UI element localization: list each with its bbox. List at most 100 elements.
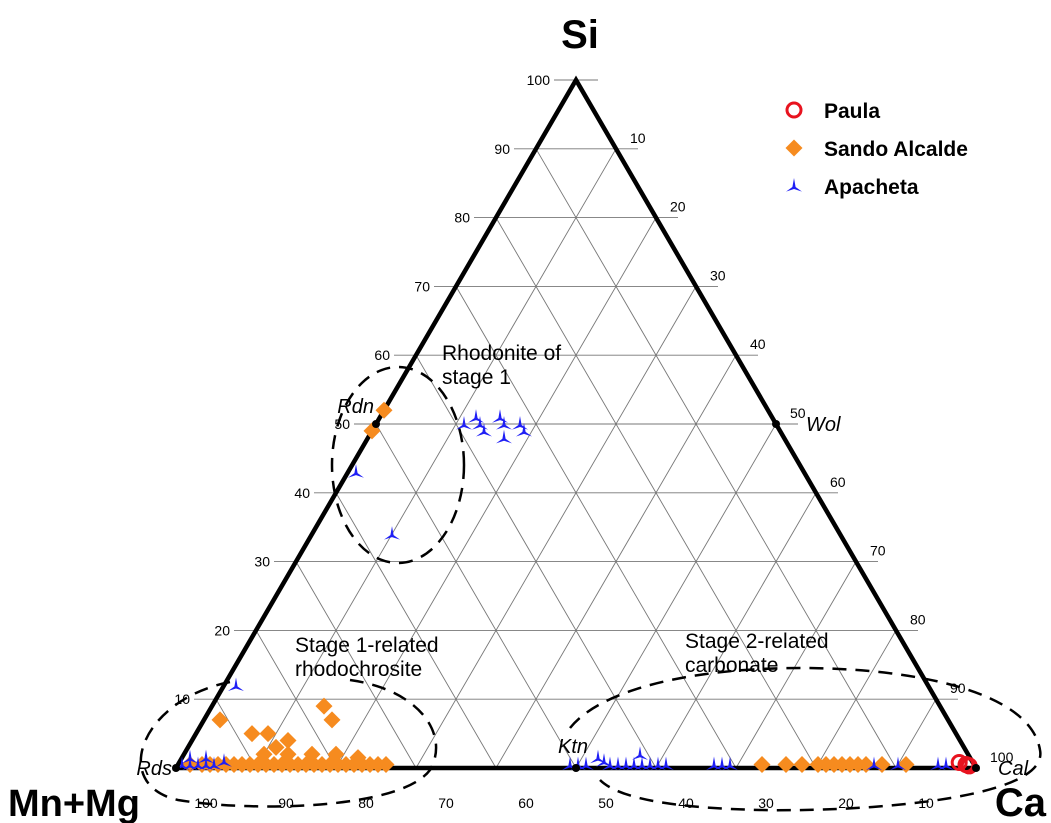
data-point xyxy=(590,749,606,764)
mineral-dot xyxy=(772,420,780,428)
vertex-label-ca: Ca xyxy=(995,781,1047,823)
grid-line-ca xyxy=(415,286,697,769)
data-point xyxy=(642,756,658,771)
mineral-label: Cal xyxy=(998,758,1029,780)
data-point xyxy=(267,738,285,756)
mineral-label: Wol xyxy=(806,414,841,436)
tick-label-ca: 70 xyxy=(870,543,886,559)
data-point xyxy=(897,756,915,774)
legend-entry: Paula xyxy=(824,100,880,123)
data-point xyxy=(793,756,811,774)
data-point xyxy=(890,756,906,771)
data-point xyxy=(279,731,297,749)
vertex-label-mn-mg: Mn+Mg xyxy=(8,783,140,823)
region-stage2 xyxy=(569,666,1042,812)
tick-label-ca: 60 xyxy=(830,474,846,490)
legend: Paula Sando Alcalde Apacheta xyxy=(785,100,968,199)
tick-label-mn: 10 xyxy=(918,795,934,811)
data-point xyxy=(323,711,341,729)
annotation-text: Stage 2-related xyxy=(685,630,829,653)
data-point xyxy=(562,756,578,771)
data-point xyxy=(303,745,321,763)
mineral-dot xyxy=(972,764,980,772)
data-point xyxy=(777,756,795,774)
data-point xyxy=(206,756,222,771)
tick-label-si: 80 xyxy=(454,210,470,226)
data-point xyxy=(327,745,345,763)
data-point xyxy=(722,756,738,771)
data-point xyxy=(950,753,968,771)
vertex-labels: Si Mn+Mg Ca xyxy=(8,13,1047,823)
legend-entry: Sando Alcalde xyxy=(824,138,968,161)
data-point xyxy=(596,753,612,767)
data-point xyxy=(216,753,232,767)
grid-line-mn xyxy=(255,630,337,769)
data-point xyxy=(190,756,206,771)
data-point xyxy=(930,756,946,771)
data-point xyxy=(468,409,484,423)
grid-line-mn xyxy=(375,423,577,769)
mineral-label: Rds xyxy=(136,758,172,780)
data-point xyxy=(753,756,771,774)
data-point xyxy=(650,756,666,771)
data-point xyxy=(259,725,277,743)
data-point xyxy=(938,756,954,771)
tick-label-mn: 100 xyxy=(194,795,218,811)
data-point xyxy=(315,697,333,715)
tick-label-mn: 70 xyxy=(438,795,454,811)
mineral-labels: Rdn Wol Rds Ktn Cal xyxy=(136,396,1028,780)
data-point xyxy=(618,756,634,771)
tick-label-ca: 40 xyxy=(750,336,766,352)
tick-label-ca: 20 xyxy=(670,199,686,215)
mineral-label: Ktn xyxy=(558,736,588,758)
vertex-label-si: Si xyxy=(561,13,599,57)
data-point xyxy=(857,756,875,774)
mineral-label: Rdn xyxy=(337,396,374,418)
data-point xyxy=(602,756,618,771)
data-point xyxy=(377,756,395,774)
data-point xyxy=(198,749,214,764)
data-point xyxy=(512,416,528,430)
annotation-text: Rhodonite of xyxy=(442,342,561,365)
data-point xyxy=(492,409,508,423)
grid-line-mn xyxy=(455,286,737,769)
grid-line-mn xyxy=(295,561,417,769)
data-point xyxy=(255,745,273,763)
data-point xyxy=(243,725,261,743)
annotation-text: stage 1 xyxy=(442,366,511,389)
grid-line-ca xyxy=(895,698,937,769)
data-point xyxy=(476,422,492,437)
tick-label-si: 100 xyxy=(527,72,551,88)
dashed-regions xyxy=(139,365,1042,812)
tick-label-ca: 10 xyxy=(630,130,646,146)
mineral-dot xyxy=(572,764,580,772)
grid-line-mn xyxy=(535,148,897,769)
data-point xyxy=(348,464,364,478)
annotation-text: rhodochrosite xyxy=(295,658,422,681)
tick-label-mn: 30 xyxy=(758,795,774,811)
region-rhodonite xyxy=(330,365,466,565)
tick-label-si: 10 xyxy=(174,691,190,707)
data-point xyxy=(866,756,882,771)
annotation-text: Stage 1-related xyxy=(295,634,439,657)
tick-label-ca: 50 xyxy=(790,405,806,421)
data-point xyxy=(198,756,214,771)
region-stage1 xyxy=(139,678,438,808)
tick-label-si: 40 xyxy=(294,485,310,501)
tick-label-si: 20 xyxy=(214,622,230,638)
grid-line-ca xyxy=(575,423,777,769)
data-point xyxy=(873,756,891,774)
grid-line-mn xyxy=(215,698,257,769)
data-point xyxy=(456,416,472,430)
data-point xyxy=(658,756,674,771)
data-points xyxy=(174,401,978,775)
annotation-text: carbonate xyxy=(685,654,778,677)
grid-line-ca xyxy=(815,630,897,769)
grid-line-ca xyxy=(735,561,857,769)
data-point xyxy=(349,749,367,767)
tick-label-ca: 90 xyxy=(950,680,966,696)
tick-label-ca: 30 xyxy=(710,267,726,283)
grid-line-ca xyxy=(655,492,817,769)
